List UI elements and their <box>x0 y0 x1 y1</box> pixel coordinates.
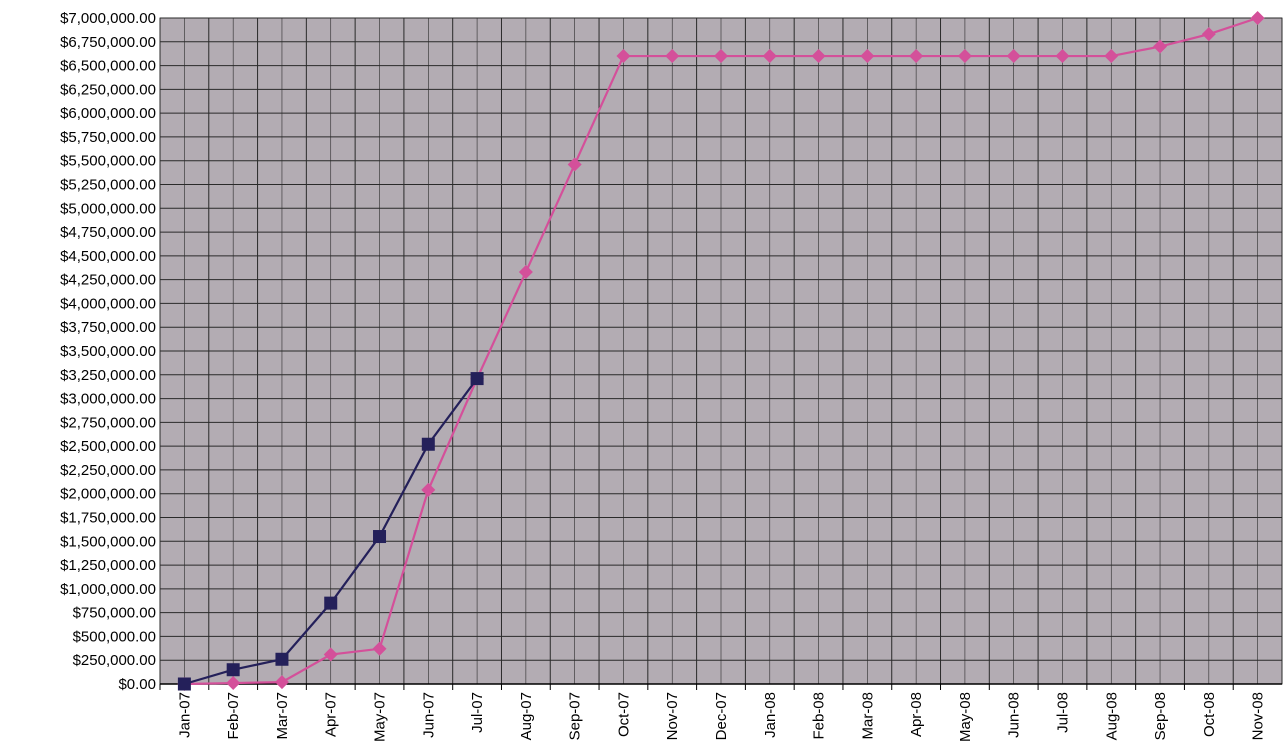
data-point-diamond <box>616 49 631 64</box>
data-point-square <box>373 530 387 544</box>
data-point-diamond <box>518 265 533 280</box>
x-tick-label: Jan-07 <box>176 692 193 738</box>
data-point-diamond <box>909 49 924 64</box>
x-tick-label: Jun-07 <box>420 692 437 738</box>
x-tick-label: Aug-08 <box>1103 692 1120 740</box>
y-tick-label: $6,500,000.00 <box>60 58 156 75</box>
data-point-diamond <box>860 49 875 64</box>
x-tick-label: Jul-08 <box>1054 692 1071 733</box>
data-point-diamond <box>957 49 972 64</box>
y-tick-label: $3,500,000.00 <box>60 343 156 360</box>
data-point-diamond <box>1104 49 1119 64</box>
x-tick-label: Dec-07 <box>713 692 730 740</box>
y-tick-label: $6,750,000.00 <box>60 34 156 51</box>
y-tick-label: $750,000.00 <box>73 605 156 622</box>
y-tick-label: $2,250,000.00 <box>60 462 156 479</box>
x-tick-label: Sep-07 <box>567 692 584 740</box>
y-tick-label: $4,750,000.00 <box>60 224 156 241</box>
x-tick-label: Nov-07 <box>664 692 681 740</box>
y-axis: $0.00 $250,000.00 $500,000.00 $750,000.00 $1… <box>60 10 156 693</box>
data-point-diamond <box>714 49 728 64</box>
data-point-diamond <box>811 49 826 64</box>
x-tick-label: Mar-08 <box>859 692 876 740</box>
y-tick-label: $7,000,000.00 <box>60 10 156 27</box>
x-tick-label: Feb-07 <box>225 692 242 740</box>
y-tick-label: $6,000,000.00 <box>60 105 156 122</box>
y-tick-label: $2,750,000.00 <box>60 414 156 431</box>
data-point-diamond <box>1250 11 1265 25</box>
data-point-diamond <box>1006 49 1021 64</box>
data-point-diamond <box>372 641 387 656</box>
y-tick-label: $2,500,000.00 <box>60 438 156 455</box>
x-tick-label: May-07 <box>372 692 389 742</box>
x-tick-label: Jul-07 <box>469 692 486 733</box>
y-tick-label: $250,000.00 <box>73 652 156 669</box>
y-tick-label: $1,500,000.00 <box>60 533 156 550</box>
y-tick-label: $4,500,000.00 <box>60 248 156 265</box>
data-point-square <box>275 652 289 666</box>
series-layer <box>177 11 1265 691</box>
data-point-square <box>177 677 191 691</box>
y-tick-label: $2,000,000.00 <box>60 486 156 503</box>
x-tick-label: Aug-07 <box>518 692 535 740</box>
x-tick-label: Oct-08 <box>1201 692 1218 737</box>
data-point-diamond <box>567 157 582 172</box>
x-tick-label: Apr-07 <box>323 692 340 737</box>
x-tick-label: Feb-08 <box>811 692 828 740</box>
y-tick-label: $5,250,000.00 <box>60 177 156 194</box>
y-tick-label: $4,250,000.00 <box>60 272 156 289</box>
y-tick-label: $4,000,000.00 <box>60 295 156 312</box>
x-tick-label: Sep-08 <box>1152 692 1169 740</box>
x-tick-label: Jan-08 <box>762 692 779 738</box>
y-tick-label: $5,750,000.00 <box>60 129 156 146</box>
y-tick-label: $6,250,000.00 <box>60 81 156 98</box>
y-tick-label: $1,000,000.00 <box>60 581 156 598</box>
y-tick-label: $0.00 <box>118 676 156 693</box>
data-point-diamond <box>226 676 241 691</box>
x-tick-label: Oct-07 <box>615 692 632 737</box>
data-point-diamond <box>762 49 777 64</box>
x-tick-label: Nov-08 <box>1250 692 1267 740</box>
data-point-diamond <box>1153 39 1168 54</box>
grid <box>159 17 1283 685</box>
data-point-square <box>324 596 338 610</box>
y-tick-label: $500,000.00 <box>73 628 156 645</box>
y-tick-label: $5,000,000.00 <box>60 200 156 217</box>
x-tick-label: Apr-08 <box>908 692 925 737</box>
y-tick-label: $5,500,000.00 <box>60 153 156 170</box>
y-tick-label: $3,000,000.00 <box>60 391 156 408</box>
data-point-diamond <box>421 482 436 497</box>
data-point-square <box>421 437 435 451</box>
y-tick-label: $1,250,000.00 <box>60 557 156 574</box>
data-point-diamond <box>274 675 289 690</box>
y-tick-label: $3,250,000.00 <box>60 367 156 384</box>
data-point-diamond <box>1055 49 1070 64</box>
data-point-square <box>470 372 484 386</box>
data-point-diamond <box>323 647 338 662</box>
y-tick-label: $3,750,000.00 <box>60 319 156 336</box>
data-point-diamond <box>1201 27 1216 42</box>
y-tick-label: $1,750,000.00 <box>60 510 156 527</box>
x-tick-label: Jun-08 <box>1006 692 1023 738</box>
x-axis: Jan-07 Feb-07 Mar-07 Apr-07 May-07 Jun-07 Jul-… <box>159 684 1267 742</box>
data-point-square <box>226 663 240 677</box>
data-point-diamond <box>665 49 680 64</box>
x-tick-label: Mar-07 <box>274 692 291 740</box>
x-tick-label: May-08 <box>957 692 974 742</box>
